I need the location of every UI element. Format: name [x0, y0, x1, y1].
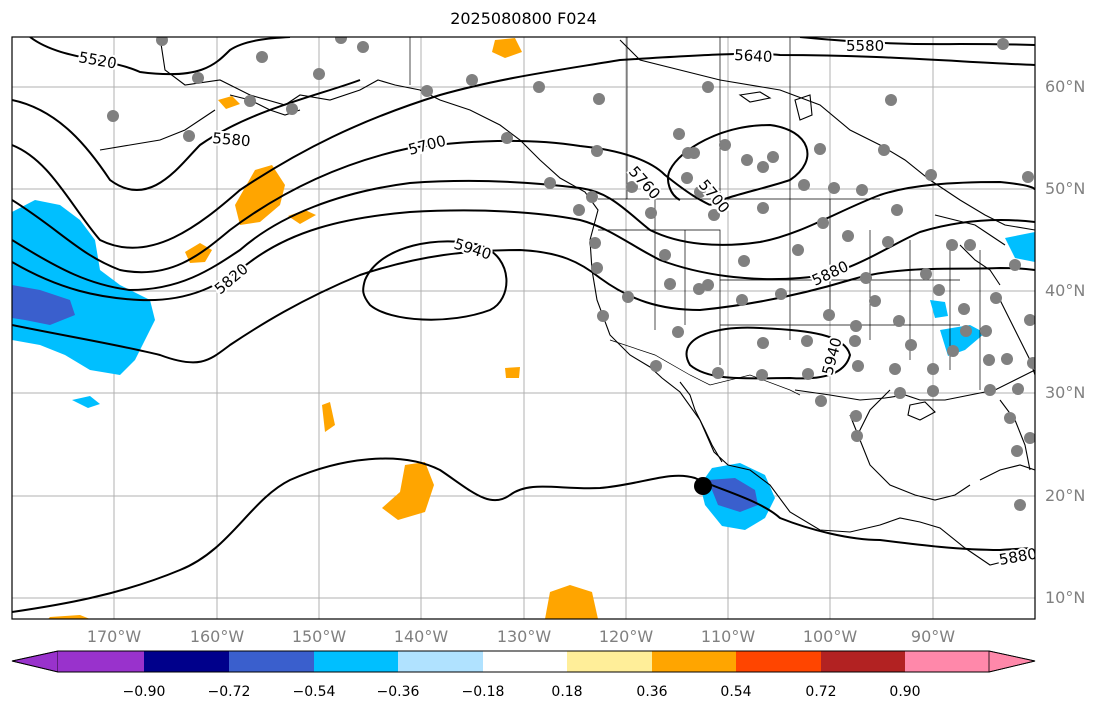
colorbar-bin [905, 651, 989, 672]
negative-anomaly-west-core [12, 285, 75, 325]
colorbar-bin [398, 651, 483, 672]
contour-5820 [12, 209, 1035, 302]
negative-anomaly-east-3 [1005, 232, 1035, 262]
contour-5940-high [362, 240, 508, 321]
lat-tick-label: 60°N [1045, 77, 1086, 96]
lon-tick-label: 120°W [598, 627, 654, 646]
map-frame [11, 36, 1036, 620]
coastlines [99, 37, 1035, 566]
colorbar-bin [314, 651, 398, 672]
colorbar-tick-label: −0.72 [207, 684, 251, 700]
lon-tick-label: 140°W [393, 627, 449, 646]
colorbar-tick-label: 0.36 [636, 684, 668, 700]
lon-tick-label: 110°W [700, 627, 756, 646]
contour-5760 [12, 179, 1035, 292]
colorbar-bin [483, 651, 567, 672]
lon-tick-label: 170°W [86, 627, 142, 646]
positive-anomaly-7 [382, 462, 434, 520]
contour-5940-continental [685, 326, 852, 380]
contour-5880 [12, 248, 1035, 364]
colorbar-tick-label: −0.90 [122, 684, 166, 700]
positive-anomaly-5 [218, 96, 240, 109]
colorbar-tick-label: −0.18 [461, 684, 505, 700]
contour-5700-loop [667, 123, 809, 206]
lon-tick-label: 90°W [910, 627, 956, 646]
colorbar-extend-low [11, 650, 59, 673]
positive-anomaly-6 [322, 402, 335, 432]
colorbar-extend-high [988, 650, 1036, 673]
colorbar-tick-label: −0.54 [292, 684, 336, 700]
colorbar-bin [58, 651, 144, 672]
contour-label: 5580 [212, 129, 252, 150]
negative-anomaly-small [72, 396, 100, 408]
colorbar [11, 650, 1036, 673]
contour-5880-south [12, 457, 1035, 613]
contour-5640 [12, 52, 1035, 249]
contour-5520 [29, 37, 291, 76]
lat-tick-label: 30°N [1045, 383, 1086, 402]
positive-anomaly-8 [505, 367, 520, 378]
lon-tick-label: 150°W [291, 627, 347, 646]
contour-5580-east [799, 37, 1035, 46]
storm-position-marker [694, 477, 712, 495]
colorbar-bin [144, 651, 229, 672]
colorbar-bin [652, 651, 736, 672]
station-markers [107, 37, 1035, 511]
contour-5700-west [12, 139, 711, 274]
colorbar-bin [821, 651, 905, 672]
contour-5580-west [12, 79, 361, 191]
lat-tick-label: 40°N [1045, 281, 1086, 300]
positive-anomaly-3 [288, 210, 316, 224]
negative-anomaly-east-1 [930, 300, 948, 318]
contour-label: 5640 [734, 46, 773, 66]
colorbar-bin [567, 651, 652, 672]
colorbar-bin [736, 651, 821, 672]
lon-tick-label: 130°W [496, 627, 552, 646]
positive-anomaly-gulf [235, 165, 285, 225]
colorbar-tick-label: 0.72 [805, 684, 837, 700]
contour-label: 5580 [846, 37, 884, 55]
lat-tick-label: 10°N [1045, 588, 1086, 607]
map-title: 2025080800 F024 [450, 9, 597, 28]
height-contours [12, 37, 1035, 613]
lat-tick-label: 20°N [1045, 486, 1086, 505]
positive-anomaly-9 [545, 585, 598, 619]
positive-anomaly-10 [48, 615, 90, 619]
colorbar-tick-label: 0.18 [551, 684, 583, 700]
negative-anomaly-mexico-core [708, 478, 758, 512]
colorbar-tick-label: −0.36 [376, 684, 420, 700]
colorbar-bin [229, 651, 314, 672]
positive-anomaly-4 [492, 38, 522, 58]
lon-tick-label: 100°W [802, 627, 858, 646]
colorbar-tick-label: 0.90 [889, 684, 921, 700]
lat-tick-label: 50°N [1045, 179, 1086, 198]
colorbar-tick-label: 0.54 [720, 684, 752, 700]
lon-tick-label: 160°W [189, 627, 245, 646]
